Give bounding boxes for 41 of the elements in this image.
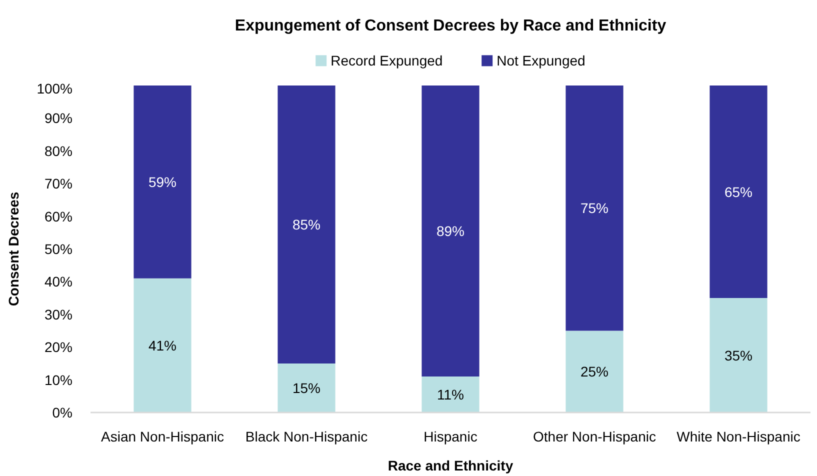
bar bbox=[422, 86, 480, 377]
y-tick-label: 30% bbox=[44, 306, 73, 322]
data-label: 89% bbox=[436, 223, 465, 240]
bar bbox=[422, 376, 480, 412]
x-tick-label: White Non-Hispanic bbox=[676, 428, 800, 444]
x-tick-label: Hispanic bbox=[424, 428, 478, 444]
data-label: 25% bbox=[580, 364, 609, 380]
data-label: 59% bbox=[148, 174, 177, 190]
x-tick-label: Black Non-Hispanic bbox=[245, 428, 368, 444]
data-label: 15% bbox=[292, 380, 321, 396]
y-tick-label: 20% bbox=[44, 339, 73, 356]
y-tick-label: 0% bbox=[52, 404, 72, 420]
x-axis-title: Race and Ethnicity bbox=[388, 458, 514, 474]
bar bbox=[566, 86, 624, 331]
x-tick-label: Other Non-Hispanic bbox=[533, 428, 656, 444]
x-tick-label: Asian Non-Hispanic bbox=[101, 428, 224, 444]
legend-label: Record Expunged bbox=[330, 52, 443, 69]
y-tick-label: 40% bbox=[44, 274, 73, 290]
data-label: 41% bbox=[148, 337, 177, 354]
y-tick-label: 10% bbox=[44, 372, 73, 388]
bar bbox=[134, 86, 192, 278]
bar bbox=[710, 298, 768, 412]
y-tick-label: 70% bbox=[44, 176, 73, 192]
bar bbox=[278, 363, 336, 412]
chart-title: Expungement of Consent Decrees by Race and Ethnicity bbox=[234, 18, 666, 34]
y-tick-label: 90% bbox=[44, 110, 73, 126]
bar bbox=[134, 278, 192, 412]
bar bbox=[566, 330, 624, 412]
data-label: 35% bbox=[724, 347, 753, 364]
data-label: 65% bbox=[724, 184, 753, 200]
data-label: 11% bbox=[437, 386, 464, 403]
y-tick-label: 100% bbox=[36, 80, 73, 96]
y-axis-title: Consent Decrees bbox=[6, 192, 22, 306]
legend-label: Not Expunged bbox=[496, 52, 586, 69]
data-label: 85% bbox=[292, 216, 321, 232]
y-tick-label: 50% bbox=[44, 241, 73, 257]
bar bbox=[710, 86, 768, 298]
y-tick-label: 60% bbox=[44, 208, 73, 224]
data-label: 75% bbox=[580, 200, 609, 216]
y-tick-label: 80% bbox=[44, 142, 73, 159]
bar bbox=[278, 86, 336, 364]
